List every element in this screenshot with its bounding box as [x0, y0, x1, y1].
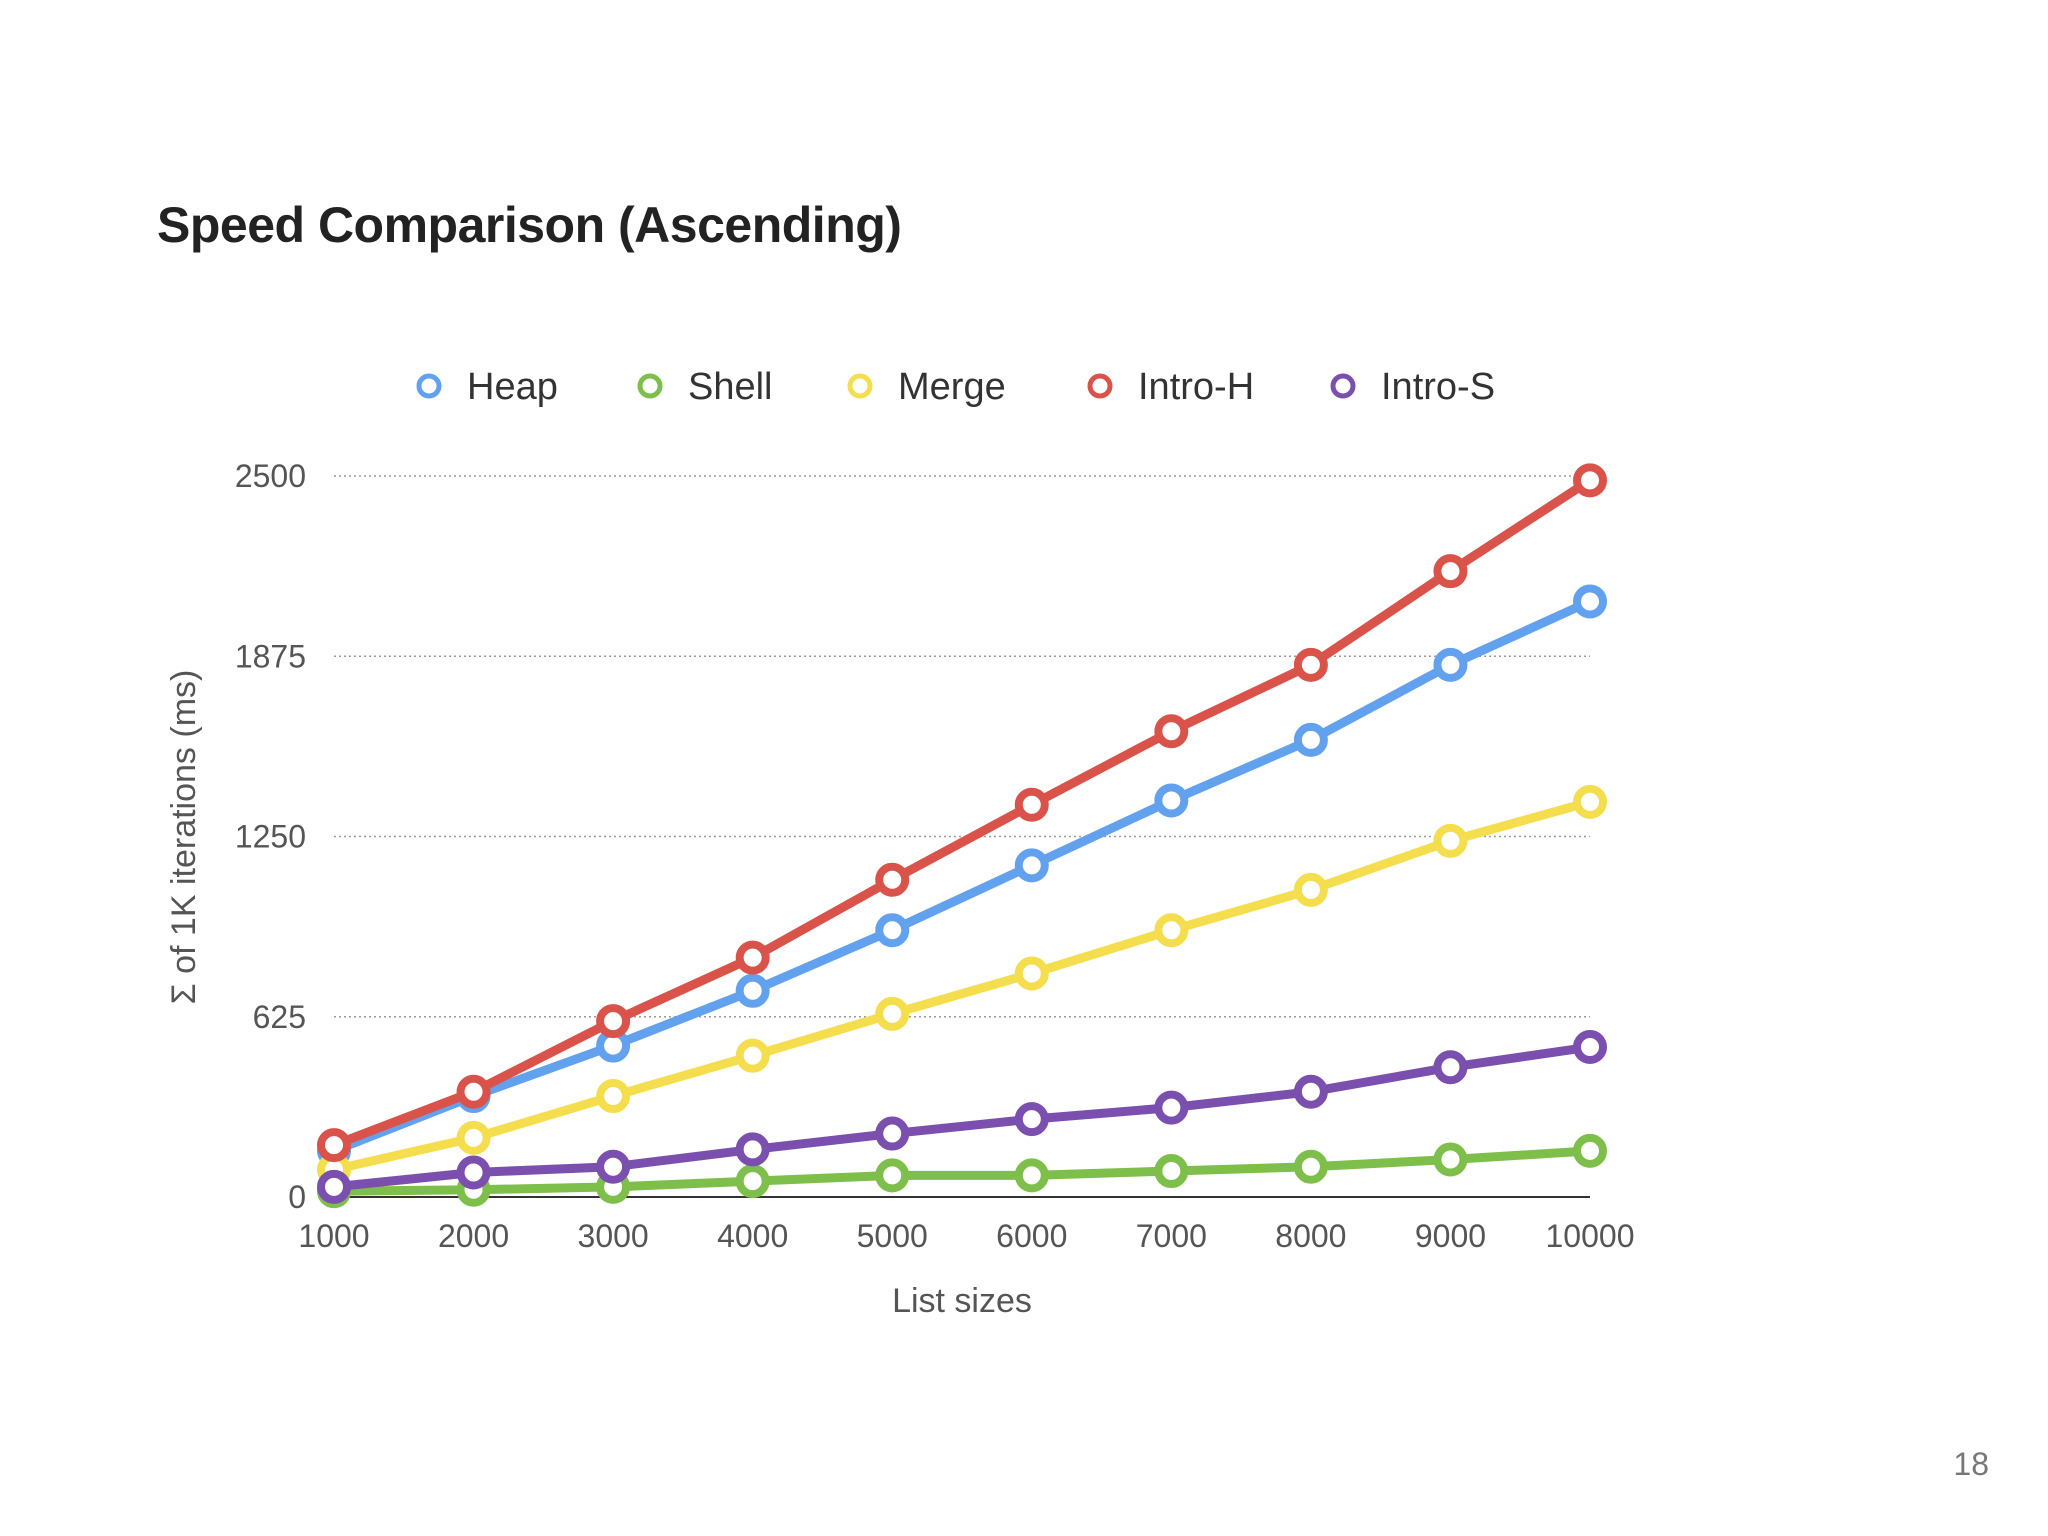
- data-point-merge: [1293, 872, 1328, 907]
- data-point-merge: [735, 1038, 770, 1073]
- legend-marker-heap: [416, 373, 442, 399]
- legend-item-merge: Merge: [847, 366, 1006, 408]
- data-point-heap: [1293, 722, 1328, 757]
- data-point-intro-s: [456, 1155, 491, 1190]
- data-point-intro-h: [1014, 787, 1049, 822]
- series-line-intro-s: [329, 1042, 1595, 1192]
- y-tick-label: 1875: [235, 638, 306, 674]
- data-point-intro-h: [875, 862, 910, 897]
- data-point-intro-s: [735, 1132, 770, 1167]
- x-tick-label: 5000: [857, 1218, 928, 1254]
- data-point-heap: [1154, 783, 1189, 818]
- data-point-intro-h: [1433, 554, 1468, 589]
- legend-label-intro-s: Intro-S: [1381, 366, 1495, 408]
- x-tick-label: 1000: [298, 1218, 369, 1254]
- data-point-intro-h: [1154, 714, 1189, 749]
- series-line-heap: [329, 596, 1595, 1156]
- y-tick-label: 1250: [235, 819, 306, 855]
- series-lines: [317, 463, 1607, 1209]
- data-point-intro-s: [596, 1149, 631, 1184]
- data-point-merge: [875, 996, 910, 1031]
- data-point-intro-h: [1293, 647, 1328, 682]
- series-line-intro-h: [329, 475, 1595, 1150]
- legend-marker-intro-h: [1087, 373, 1113, 399]
- data-point-shell: [735, 1164, 770, 1199]
- data-point-heap: [1433, 647, 1468, 682]
- data-point-intro-s: [1573, 1030, 1607, 1065]
- data-point-merge: [1433, 823, 1468, 858]
- data-point-intro-s: [1433, 1050, 1468, 1085]
- data-point-merge: [1154, 913, 1189, 948]
- data-point-merge: [596, 1079, 631, 1114]
- data-point-intro-h: [596, 1004, 631, 1039]
- data-point-intro-h: [1573, 463, 1607, 498]
- data-point-intro-s: [1014, 1102, 1049, 1137]
- y-axis-title: Σ of 1K iterations (ms): [165, 670, 203, 1005]
- data-point-merge: [1014, 956, 1049, 991]
- data-point-heap: [875, 913, 910, 948]
- x-axis-title: List sizes: [892, 1282, 1032, 1320]
- data-point-merge: [1573, 784, 1607, 819]
- y-tick-label: 625: [253, 999, 306, 1035]
- legend-item-heap: Heap: [416, 366, 558, 408]
- slide-title: Speed Comparison (Ascending): [157, 197, 902, 253]
- axes: 0 625 1250 1875 2500 1000 2000 3000 4000 5000 6000…: [165, 458, 1634, 1320]
- data-point-shell: [1433, 1142, 1468, 1177]
- legend-item-intro-h: Intro-H: [1087, 366, 1254, 408]
- legend-item-intro-s: Intro-S: [1330, 366, 1495, 408]
- x-tick-label: 4000: [717, 1218, 788, 1254]
- x-tick-label: 8000: [1275, 1218, 1346, 1254]
- x-tick-label: 2000: [438, 1218, 509, 1254]
- y-tick-label: 2500: [235, 458, 306, 494]
- x-tick-label: 9000: [1415, 1218, 1486, 1254]
- data-point-shell: [1154, 1154, 1189, 1189]
- data-point-shell: [875, 1158, 910, 1193]
- series-line-merge: [329, 797, 1595, 1175]
- data-point-shell: [1573, 1133, 1607, 1168]
- data-point-shell: [1293, 1149, 1328, 1184]
- legend: Heap Shell Merge Intro-H Intro-S: [416, 366, 1495, 408]
- data-point-heap: [1573, 584, 1607, 619]
- page-number: 18: [1953, 1446, 1989, 1482]
- legend-marker-shell: [637, 373, 663, 399]
- legend-marker-merge: [847, 373, 873, 399]
- x-tick-label: 10000: [1546, 1218, 1635, 1254]
- legend-marker-intro-s: [1330, 373, 1356, 399]
- x-tick-label: 3000: [578, 1218, 649, 1254]
- data-point-intro-s: [317, 1169, 351, 1204]
- series-intro-s: [317, 1030, 1607, 1204]
- y-tick-label: 0: [288, 1179, 306, 1215]
- series-intro-h: [317, 463, 1607, 1163]
- data-point-shell: [1014, 1158, 1049, 1193]
- legend-label-merge: Merge: [898, 366, 1006, 408]
- data-point-heap: [1014, 848, 1049, 883]
- data-point-intro-h: [317, 1128, 351, 1163]
- data-point-intro-h: [456, 1074, 491, 1109]
- series-line-shell: [329, 1146, 1595, 1196]
- data-point-merge: [456, 1120, 491, 1155]
- data-point-intro-h: [735, 940, 770, 975]
- legend-label-intro-h: Intro-H: [1138, 366, 1254, 408]
- data-point-heap: [735, 973, 770, 1008]
- grid-lines: [334, 475, 1590, 1018]
- data-point-intro-s: [1154, 1090, 1189, 1125]
- legend-label-shell: Shell: [688, 366, 773, 408]
- data-point-intro-s: [1293, 1074, 1328, 1109]
- x-tick-label: 7000: [1136, 1218, 1207, 1254]
- legend-item-shell: Shell: [637, 366, 773, 408]
- x-tick-label: 6000: [996, 1218, 1067, 1254]
- data-point-intro-s: [875, 1116, 910, 1151]
- legend-label-heap: Heap: [467, 366, 558, 408]
